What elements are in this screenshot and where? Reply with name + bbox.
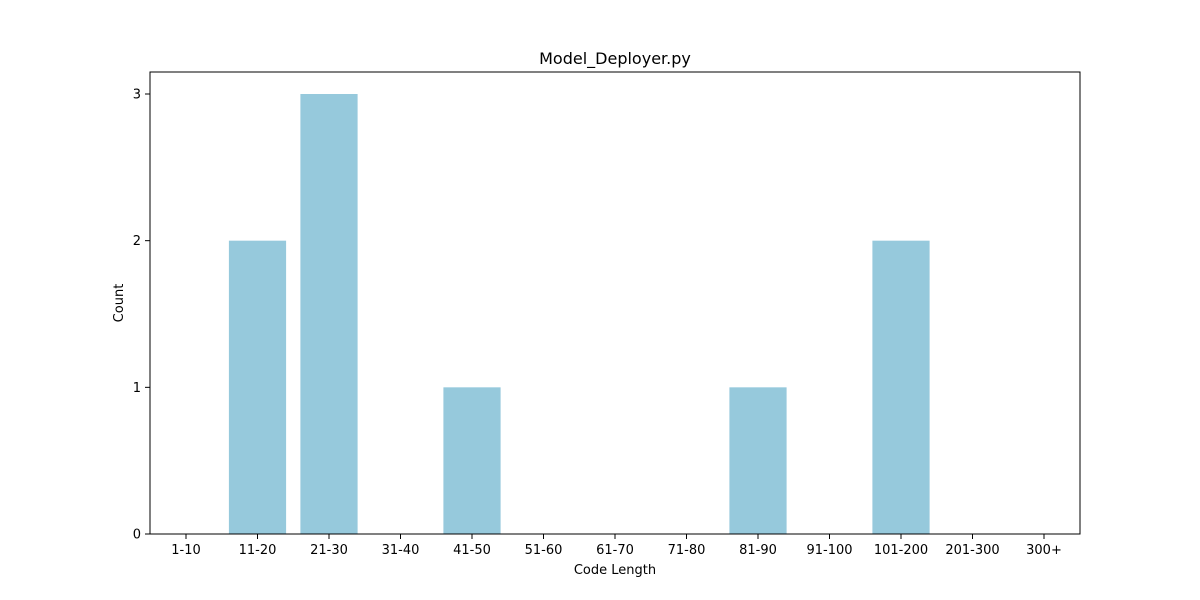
y-tick-label: 2 bbox=[133, 234, 141, 249]
bars-group bbox=[228, 94, 930, 535]
x-tick-label: 201-300 bbox=[945, 543, 999, 558]
bar-11-20 bbox=[228, 240, 287, 535]
x-tick-label: 61-70 bbox=[596, 543, 634, 558]
x-tick-label: 71-80 bbox=[668, 543, 706, 558]
y-axis-label: Count bbox=[112, 284, 127, 323]
x-tick-label: 81-90 bbox=[739, 543, 777, 558]
x-tick-label: 1-10 bbox=[171, 543, 201, 558]
x-tick-label: 91-100 bbox=[806, 543, 852, 558]
x-tick-label: 51-60 bbox=[525, 543, 563, 558]
bar-21-30 bbox=[300, 94, 358, 534]
bar-81-90 bbox=[729, 387, 787, 534]
x-tick-label: 300+ bbox=[1026, 543, 1062, 558]
bar-41-50 bbox=[443, 387, 501, 534]
plot-frame bbox=[149, 71, 1081, 535]
y-tick-label: 0 bbox=[133, 528, 141, 543]
x-tick-label: 41-50 bbox=[453, 543, 491, 558]
x-tick-label: 31-40 bbox=[382, 543, 420, 558]
y-axis: 0 1 2 3 bbox=[133, 88, 150, 543]
x-tick-label: 11-20 bbox=[239, 543, 277, 558]
chart-title: Model_Deployer.py bbox=[539, 49, 691, 69]
x-axis: 1-10 11-20 21-30 31-40 41-50 51-60 61-70 71-80 8… bbox=[171, 534, 1062, 558]
x-tick-label: 101-200 bbox=[874, 543, 928, 558]
y-tick-label: 1 bbox=[133, 381, 141, 396]
x-axis-label: Code Length bbox=[574, 563, 656, 578]
bar-101-200 bbox=[872, 240, 930, 535]
y-tick-label: 3 bbox=[133, 88, 141, 103]
x-tick-label: 21-30 bbox=[310, 543, 348, 558]
